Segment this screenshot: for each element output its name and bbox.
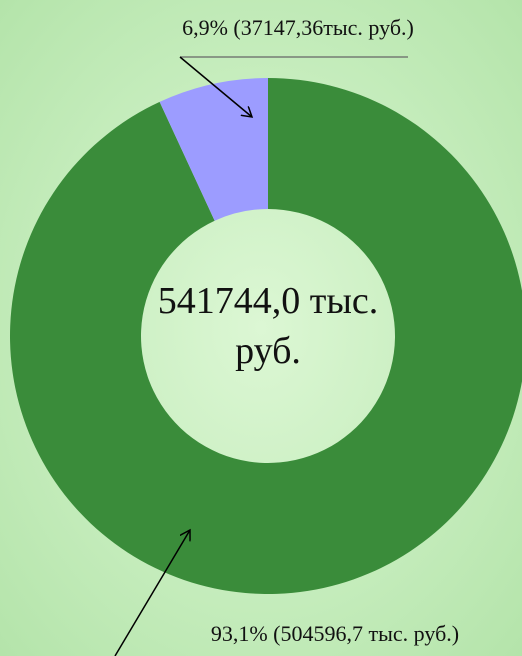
center-label: 541744,0 тыс. руб. [157,280,379,372]
label-arrow [114,530,190,656]
label-arrow [179,56,252,117]
slice [10,78,522,594]
data-label: 93,1% (504596,7 тыс. руб.) [211,621,459,646]
data-label: 6,9% (37147,36тыс. руб.) [182,15,414,40]
